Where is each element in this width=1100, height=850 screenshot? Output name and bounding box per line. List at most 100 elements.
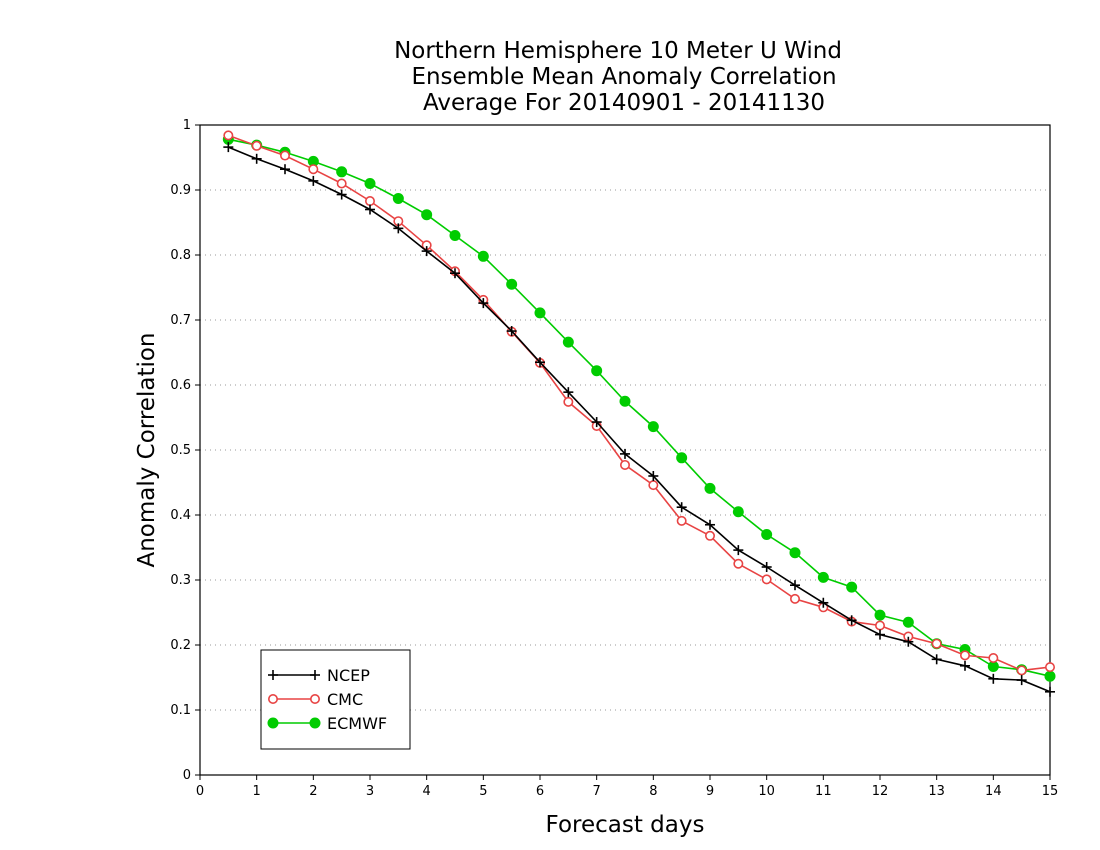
x-tick-label: 4 [423, 784, 431, 799]
ncep-point [960, 660, 970, 671]
ecmwf-point [421, 209, 433, 221]
ecmwf-point [477, 250, 489, 262]
ecmwf-point [789, 547, 801, 559]
cmc-point [251, 140, 262, 151]
y-tick-label: 0.7 [170, 313, 191, 328]
ecmwf-point [534, 307, 546, 319]
ncep-point [676, 502, 687, 513]
cmc-point [1045, 662, 1056, 673]
cmc-point [988, 652, 999, 663]
ncep-point [761, 562, 772, 572]
y-tick-label: 1 [183, 118, 191, 133]
ncep-point [1045, 686, 1055, 697]
chart-title: Northern Hemisphere 10 Meter U Wind Ense… [394, 38, 842, 116]
cmc-line [228, 134, 1051, 672]
x-tick-label: 10 [758, 784, 775, 799]
legend-ncep-point [268, 670, 278, 680]
ecmwf-point [732, 506, 744, 518]
cmc-point [789, 593, 800, 604]
x-tick-label: 7 [593, 784, 601, 799]
x-tick-label: 3 [366, 784, 374, 799]
cmc-point [308, 164, 319, 175]
ncep-point [421, 246, 432, 257]
legend-label-cmc: CMC [327, 690, 363, 709]
ncep-point [450, 268, 460, 279]
cmc-point [648, 480, 659, 491]
ncep-point [875, 629, 885, 640]
ecmwf-point [449, 230, 461, 241]
ncep-point [478, 298, 489, 309]
x-tick-label: 8 [649, 784, 657, 799]
ncep-point [336, 189, 347, 200]
ecmwf-point [364, 178, 376, 189]
x-tick-label: 6 [536, 784, 544, 799]
series-ncep [223, 142, 1055, 697]
x-tick-label: 11 [815, 784, 832, 799]
legend-cmc-point [309, 693, 320, 704]
ecmwf-point [874, 609, 886, 621]
ecmwf-line [228, 138, 1051, 677]
x-tick-label: 5 [479, 784, 487, 799]
cmc-point [279, 150, 290, 161]
ncep-point [393, 223, 404, 234]
x-axis-label: Forecast days [546, 812, 705, 838]
cmc-point [931, 638, 942, 649]
ecmwf-point [336, 166, 348, 178]
legend-ncep-point [310, 670, 320, 680]
y-tick-label: 0.5 [170, 443, 191, 458]
y-tick-label: 0.9 [170, 183, 191, 198]
ecmwf-point [392, 192, 404, 204]
x-tick-label: 0 [196, 784, 204, 799]
legend-ecmwf-point [267, 717, 279, 729]
ncep-point [280, 164, 290, 175]
ecmwf-point [619, 395, 631, 407]
ecmwf-point [902, 616, 914, 628]
title-line-3: Average For 20140901 - 20141130 [423, 90, 825, 116]
ncep-point [506, 326, 517, 337]
y-axis-label: Anomaly Correlation [134, 332, 160, 567]
series-ecmwf [222, 133, 1056, 682]
title-line-2: Ensemble Mean Anomaly Correlation [411, 64, 836, 90]
x-tick-label: 14 [985, 784, 1002, 799]
y-tick-label: 0.3 [170, 573, 191, 588]
ecmwf-point [846, 581, 858, 593]
ncep-point [931, 654, 942, 665]
ecmwf-point [647, 421, 659, 433]
ncep-point [620, 448, 630, 459]
legend-item-ncep: NCEP [268, 666, 370, 685]
y-tick-label: 0.6 [170, 378, 191, 393]
title-line-1: Northern Hemisphere 10 Meter U Wind [394, 38, 842, 64]
cmc-point [1016, 665, 1027, 676]
ncep-point [846, 615, 857, 626]
series-layer [222, 130, 1056, 697]
y-tick-label: 0.8 [170, 248, 191, 263]
ncep-point [563, 387, 574, 398]
cmc-point [733, 558, 744, 569]
cmc-point [336, 178, 347, 189]
ecmwf-point [704, 482, 716, 494]
x-tick-label: 2 [309, 784, 317, 799]
ncep-point [1016, 675, 1027, 686]
legend-ecmwf-point [309, 717, 321, 729]
ncep-point [535, 357, 545, 368]
legend-label-ecmwf: ECMWF [327, 714, 387, 733]
ecmwf-point [761, 529, 773, 540]
cmc-point [959, 650, 970, 661]
ncep-point [308, 175, 319, 186]
x-tick-label: 13 [928, 784, 945, 799]
ncep-line [227, 146, 1051, 693]
ncep-point [903, 636, 914, 647]
y-tick-label: 0.1 [170, 703, 191, 718]
ncep-point [818, 597, 829, 608]
ecmwf-point [591, 365, 603, 377]
cmc-point [761, 574, 772, 585]
x-tick-label: 12 [872, 784, 889, 799]
ncep-point [790, 580, 800, 591]
ncep-point [648, 471, 659, 481]
y-tick-label: 0.2 [170, 638, 191, 653]
x-ticks: 0 1 2 3 4 5 6 7 8 9 10 11 12 13 14 15 [196, 775, 1058, 799]
ncep-point [251, 153, 262, 164]
y-tick-label: 0 [183, 768, 191, 783]
cmc-point [874, 620, 885, 631]
